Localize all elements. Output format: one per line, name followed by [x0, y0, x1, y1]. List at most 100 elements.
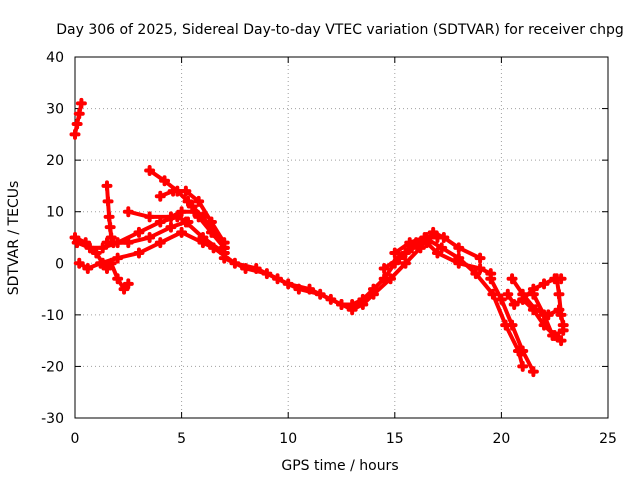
x-tick-label: 20 — [492, 431, 510, 447]
data-point — [453, 242, 465, 254]
y-axis-label: SDTVAR / TECUs — [6, 181, 22, 296]
series-s12 — [208, 226, 486, 316]
data-point — [159, 175, 171, 187]
data-point — [112, 252, 124, 264]
data-point — [208, 226, 220, 238]
data-point — [474, 262, 486, 274]
data-point — [272, 273, 284, 285]
data-point — [538, 309, 550, 321]
series-s10 — [71, 211, 194, 254]
data-point — [436, 242, 448, 254]
x-tick-label: 25 — [599, 431, 617, 447]
data-point — [84, 242, 96, 254]
data-point — [517, 360, 529, 372]
data-point — [197, 211, 209, 223]
data-point — [502, 288, 514, 300]
data-point — [431, 247, 443, 259]
y-tick-label: 40 — [46, 50, 64, 66]
data-point — [154, 237, 166, 249]
data-point — [208, 242, 220, 254]
data-point — [506, 319, 518, 331]
data-point — [438, 232, 450, 243]
data-point — [186, 201, 198, 213]
data-point — [73, 257, 85, 269]
data-point — [71, 118, 83, 130]
data-point — [154, 216, 166, 228]
data-point — [176, 206, 188, 218]
data-point — [336, 299, 347, 311]
data-point — [102, 195, 114, 207]
data-point — [250, 262, 262, 274]
data-point — [193, 195, 205, 207]
data-point — [218, 242, 230, 254]
series-s1 — [69, 97, 87, 140]
data-point — [527, 366, 539, 378]
data-point — [506, 273, 518, 285]
chart-title: Day 306 of 2025, Sidereal Day-to-day VTE… — [56, 22, 624, 38]
x-tick-label: 5 — [177, 431, 186, 447]
data-point — [346, 304, 358, 316]
y-tick-label: -30 — [41, 411, 64, 427]
data-point — [555, 335, 567, 347]
data-point — [385, 273, 397, 285]
data-point — [229, 257, 241, 269]
data-point — [474, 252, 486, 264]
series-s9 — [186, 201, 230, 254]
data-point — [527, 304, 539, 316]
data-point — [487, 288, 499, 300]
series-s15 — [485, 273, 539, 378]
x-tick-label: 10 — [279, 431, 297, 447]
data-point — [485, 273, 497, 285]
y-tick-label: 30 — [46, 102, 64, 118]
data-point — [378, 262, 390, 274]
data-point — [112, 237, 124, 249]
series-trace — [531, 292, 564, 343]
data-point — [144, 164, 156, 176]
data-point — [75, 97, 87, 109]
data-point — [393, 252, 405, 264]
data-point — [171, 211, 183, 223]
data-point — [82, 262, 94, 274]
data-point — [404, 237, 416, 249]
series-s19 — [527, 288, 567, 347]
data-point — [90, 247, 102, 259]
data-point — [293, 283, 305, 295]
data-point — [367, 288, 379, 300]
data-point — [122, 206, 134, 218]
data-point — [73, 108, 85, 120]
data-point — [133, 247, 145, 259]
axis-ticks: 0 5 10 15 20 25 -30 -20 -10 0 10 20 30 40 — [41, 50, 617, 447]
data-point — [427, 226, 439, 238]
data-point — [71, 237, 83, 249]
data-point — [399, 257, 411, 269]
data-point — [508, 299, 520, 311]
data-point — [517, 345, 529, 357]
y-tick-label: -20 — [41, 359, 64, 375]
data-point — [165, 221, 177, 233]
data-point — [133, 226, 145, 238]
series-s20 — [551, 273, 569, 331]
y-tick-label: -10 — [41, 308, 64, 324]
data-point — [182, 216, 194, 228]
data-point — [527, 288, 539, 300]
y-tick-label: 0 — [55, 256, 64, 272]
data-point — [176, 226, 188, 238]
x-axis-label: GPS time / hours — [281, 458, 398, 474]
data-point — [555, 309, 567, 321]
data-point — [104, 221, 116, 233]
data-point — [553, 288, 565, 300]
data-point — [314, 288, 326, 300]
data-point — [389, 247, 401, 259]
series-trace — [392, 235, 525, 369]
data-point — [144, 232, 156, 243]
series-s3 — [101, 180, 119, 249]
data-point — [122, 237, 134, 249]
x-tick-label: 15 — [386, 431, 404, 447]
data-series — [69, 97, 569, 378]
y-tick-label: 20 — [46, 153, 64, 169]
data-point — [101, 262, 113, 274]
data-point — [112, 273, 124, 285]
series-s14 — [389, 232, 529, 372]
data-point — [205, 216, 217, 228]
